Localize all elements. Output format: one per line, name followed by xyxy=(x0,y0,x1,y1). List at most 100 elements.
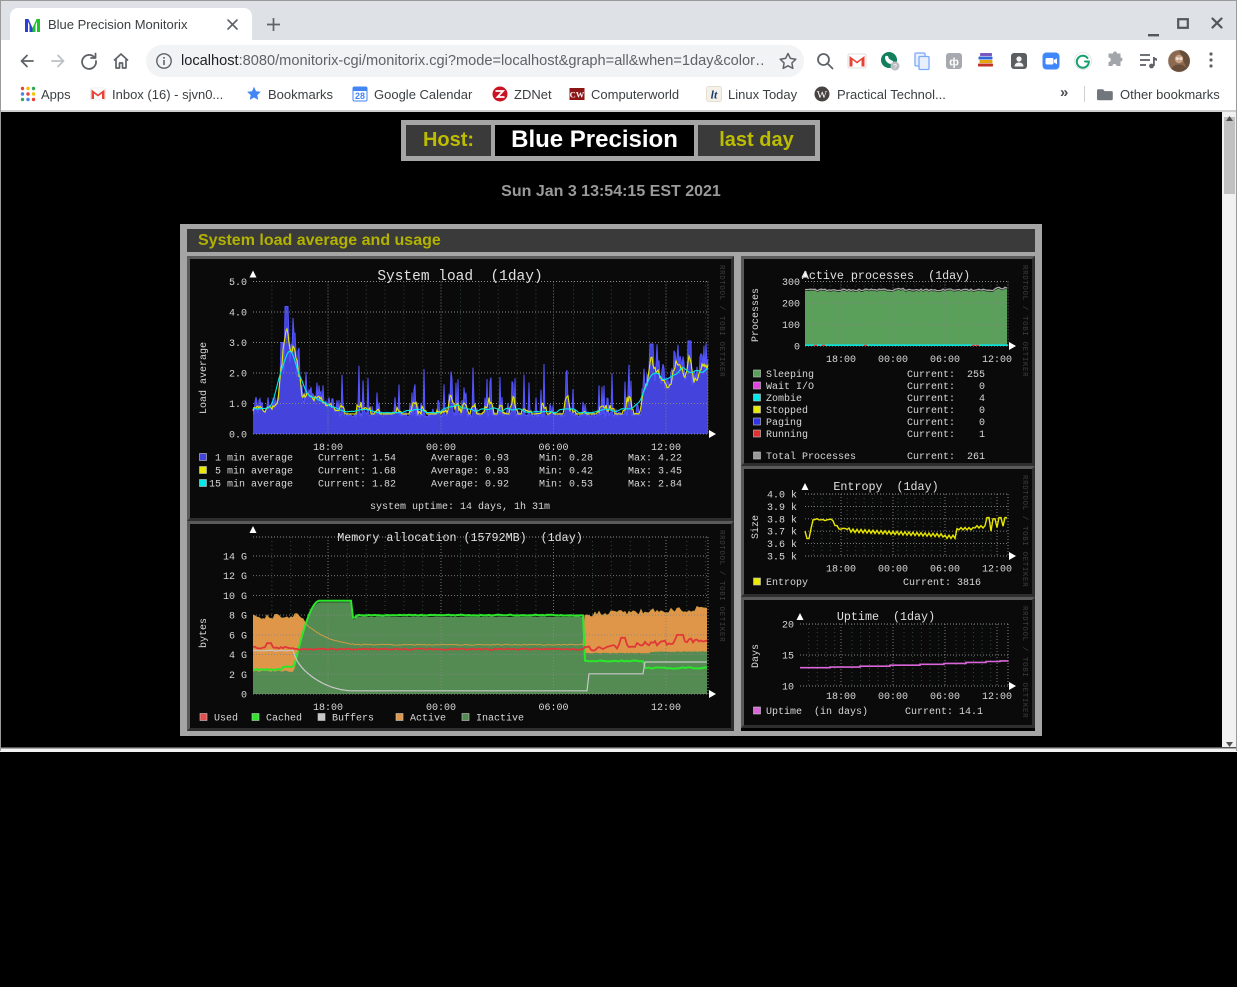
svg-text:300: 300 xyxy=(782,278,800,289)
svg-text:Uptime (in days): Uptime (in days) xyxy=(766,706,868,718)
svg-text:Current: 3816: Current: 3816 xyxy=(903,578,981,589)
svg-text:Current:: Current: xyxy=(907,394,955,405)
svg-text:Current:: Current: xyxy=(907,406,955,417)
svg-text:Active: Active xyxy=(410,713,446,725)
svg-text:261: 261 xyxy=(967,452,985,463)
svg-text:3.9 k: 3.9 k xyxy=(767,502,797,514)
svg-text:bytes: bytes xyxy=(198,618,210,648)
svg-text:12:00: 12:00 xyxy=(982,692,1012,703)
svg-text:12:00: 12:00 xyxy=(982,565,1012,576)
svg-text:Average: 0.93: Average: 0.93 xyxy=(431,454,509,465)
svg-text:Current:: Current: xyxy=(907,430,955,441)
svg-text:3.6 k: 3.6 k xyxy=(767,539,797,551)
svg-text:1.0: 1.0 xyxy=(229,400,247,411)
svg-text:ф: ф xyxy=(949,57,959,69)
svg-text:Current: 1.68: Current: 1.68 xyxy=(318,467,396,478)
svg-text:0: 0 xyxy=(979,382,985,393)
svg-text:Active processes (1day): Active processes (1day) xyxy=(802,269,970,283)
svg-text:3.8 k: 3.8 k xyxy=(767,514,797,526)
svg-text:RRDTOOL / TOBI OETIKER: RRDTOOL / TOBI OETIKER xyxy=(1020,606,1028,718)
svg-text:Paging: Paging xyxy=(766,417,802,429)
svg-text:00:00: 00:00 xyxy=(426,703,456,714)
svg-text:Inactive: Inactive xyxy=(476,713,524,725)
svg-text:0: 0 xyxy=(794,343,800,354)
svg-text:00:00: 00:00 xyxy=(878,355,908,366)
svg-text:18:00: 18:00 xyxy=(313,443,343,454)
svg-text:06:00: 06:00 xyxy=(930,692,960,703)
svg-text:06:00: 06:00 xyxy=(538,703,568,714)
svg-text:100: 100 xyxy=(782,321,800,332)
svg-text:12:00: 12:00 xyxy=(651,703,681,714)
svg-text:6 G: 6 G xyxy=(229,631,247,642)
svg-text:3.5 k: 3.5 k xyxy=(767,552,797,564)
svg-text:14 G: 14 G xyxy=(223,553,247,564)
svg-text:Current:: Current: xyxy=(907,370,955,381)
svg-text:Wait I/O: Wait I/O xyxy=(766,381,814,393)
svg-text:Used: Used xyxy=(214,713,238,725)
svg-text:Max: 2.84: Max: 2.84 xyxy=(628,480,682,491)
svg-text:18:00: 18:00 xyxy=(826,692,856,703)
svg-text:4.0: 4.0 xyxy=(229,309,247,320)
svg-text:Sleeping: Sleeping xyxy=(766,369,814,381)
svg-text:5 min average: 5 min average xyxy=(209,466,293,478)
svg-text:Running: Running xyxy=(766,429,808,441)
svg-text:Average: 0.93: Average: 0.93 xyxy=(431,467,509,478)
svg-text:0: 0 xyxy=(979,406,985,417)
svg-text:2.0: 2.0 xyxy=(229,370,247,381)
svg-text:lt: lt xyxy=(711,88,718,102)
svg-text:?: ? xyxy=(893,64,897,71)
svg-text:RRDTOOL / TOBI OETIKER: RRDTOOL / TOBI OETIKER xyxy=(1020,475,1028,587)
svg-text:Days: Days xyxy=(751,644,762,668)
svg-text:00:00: 00:00 xyxy=(878,565,908,576)
svg-text:Min: 0.28: Min: 0.28 xyxy=(539,453,593,465)
svg-text:1 min average: 1 min average xyxy=(209,453,293,465)
svg-text:10 G: 10 G xyxy=(223,592,247,603)
svg-text:12:00: 12:00 xyxy=(982,355,1012,366)
svg-text:Size: Size xyxy=(750,515,762,539)
svg-text:255: 255 xyxy=(967,370,985,381)
svg-text:RRDTOOL / TOBI OETIKER: RRDTOOL / TOBI OETIKER xyxy=(717,265,725,377)
svg-text:Uptime (1day): Uptime (1day) xyxy=(837,610,935,624)
svg-text:Min: 0.42: Min: 0.42 xyxy=(539,466,593,478)
svg-text:system uptime: 14 days, 1h 31m: system uptime: 14 days, 1h 31m xyxy=(370,501,550,513)
svg-text:18:00: 18:00 xyxy=(313,703,343,714)
svg-text:Current:: Current: xyxy=(907,382,955,393)
svg-text:Max: 3.45: Max: 3.45 xyxy=(628,467,682,478)
svg-text:8 G: 8 G xyxy=(229,612,247,623)
svg-text:06:00: 06:00 xyxy=(930,355,960,366)
svg-text:10: 10 xyxy=(782,683,794,694)
svg-text:Stopped: Stopped xyxy=(766,405,808,417)
svg-text:Current: 14.1: Current: 14.1 xyxy=(905,707,983,718)
svg-text:3.7 k: 3.7 k xyxy=(767,527,797,539)
svg-text:Buffers: Buffers xyxy=(332,713,374,725)
svg-text:1: 1 xyxy=(979,430,985,441)
svg-text:Entropy: Entropy xyxy=(766,578,808,589)
svg-text:Load average: Load average xyxy=(198,342,210,414)
svg-text:Processes: Processes xyxy=(751,288,762,342)
svg-text:18:00: 18:00 xyxy=(826,355,856,366)
svg-text:28: 28 xyxy=(355,91,365,101)
svg-text:12 G: 12 G xyxy=(223,572,247,583)
svg-text:W: W xyxy=(817,89,828,101)
svg-text:15 min average: 15 min average xyxy=(209,479,293,491)
svg-text:RRDTOOL / TOBI OETIKER: RRDTOOL / TOBI OETIKER xyxy=(717,530,725,642)
svg-text:Cached: Cached xyxy=(266,713,302,725)
svg-text:Current: 1.54: Current: 1.54 xyxy=(318,454,396,465)
svg-text:00:00: 00:00 xyxy=(878,692,908,703)
svg-text:4.0 k: 4.0 k xyxy=(767,490,797,502)
svg-text:Current: 1.82: Current: 1.82 xyxy=(318,480,396,491)
svg-text:0: 0 xyxy=(979,418,985,429)
svg-text:4: 4 xyxy=(979,394,985,405)
svg-text:Zombie: Zombie xyxy=(766,393,802,405)
svg-text:20: 20 xyxy=(782,621,794,632)
svg-text:CW: CW xyxy=(570,90,585,100)
svg-text:0.0: 0.0 xyxy=(229,431,247,442)
svg-text:Memory allocation (15792MB) (: Memory allocation (15792MB) (1day) xyxy=(337,531,582,545)
svg-text:System load (1day): System load (1day) xyxy=(377,269,542,285)
svg-text:200: 200 xyxy=(782,300,800,311)
svg-text:12:00: 12:00 xyxy=(651,443,681,454)
svg-text:4 G: 4 G xyxy=(229,651,247,662)
svg-text:2 G: 2 G xyxy=(229,671,247,682)
svg-text:06:00: 06:00 xyxy=(538,443,568,454)
svg-text:18:00: 18:00 xyxy=(826,565,856,576)
